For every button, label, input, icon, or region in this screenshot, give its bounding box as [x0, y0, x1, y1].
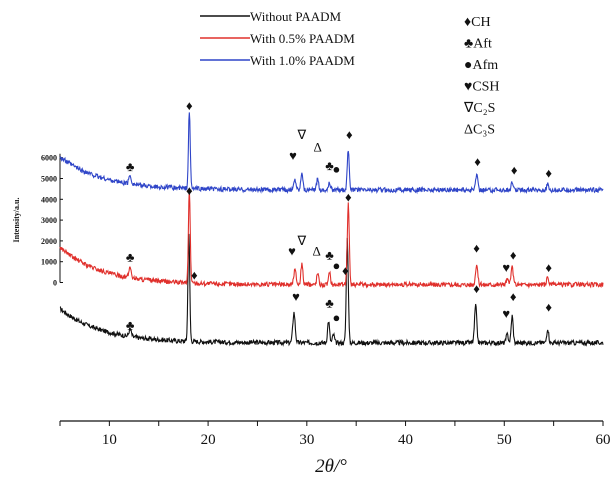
phase-legend-entry: ΔC₃S — [464, 123, 495, 138]
phase-marker: ● — [333, 161, 341, 176]
x-tick-label: 20 — [201, 432, 216, 448]
phase-marker: ♦ — [191, 267, 198, 282]
y-axis-label: Intensity/a.u. — [12, 198, 21, 243]
series-traces — [59, 112, 604, 347]
phase-label: Aft — [473, 37, 492, 52]
phase-marker: ● — [333, 258, 341, 273]
phase-label: CSH — [472, 80, 499, 95]
legend-entry: With 0.5% PAADM — [250, 31, 355, 46]
phase-markers: ♣♦♥ ♣●♦♦♥♦♦♣♦♥∇Δ ♣●♦♦♥♦♦♣♦♥∇Δ♣●♦♦♦ ♦ — [126, 98, 553, 332]
phase-marker: ♦ — [186, 183, 193, 198]
phase-marker: ♦ — [545, 300, 552, 315]
phase-symbol: ● — [464, 58, 472, 73]
y-tick-label: 5000 — [41, 175, 57, 184]
phase-marker: ♣ — [325, 248, 334, 263]
x-tick-label: 50 — [497, 432, 512, 448]
phase-legend-entry: ♦CH — [464, 15, 491, 30]
y-tick-label: 6000 — [41, 154, 57, 163]
x-axis: 2θ/° 10 20 30 40 50 60 — [59, 420, 611, 477]
phase-marker: ♣ — [126, 159, 135, 174]
phase-marker: ♣ — [126, 250, 135, 265]
phase-marker: ∇ — [297, 233, 307, 248]
phase-symbol: Δ — [464, 123, 473, 138]
x-axis-label: 2θ/° — [315, 456, 347, 477]
phase-marker: ♣ — [126, 317, 135, 332]
series-line — [59, 112, 604, 195]
phase-legend-entry: ♥CSH — [464, 80, 500, 95]
phase-legend-entry: ●Afm — [464, 58, 498, 73]
y-tick-label: 4000 — [41, 195, 57, 204]
y-tick-label: 0 — [53, 279, 57, 288]
phase-marker: ♥ — [502, 306, 510, 321]
phase-marker: ♦ — [473, 240, 480, 255]
phase-label: C₂S — [473, 101, 495, 116]
phase-symbol: ♥ — [464, 80, 472, 95]
y-tick-label: 3000 — [41, 216, 57, 225]
phase-marker: ♥ — [502, 260, 510, 275]
phase-symbol: ♣ — [464, 37, 473, 52]
phase-legend-entry: ∇C₂S — [463, 101, 495, 116]
x-tick-label: 10 — [102, 432, 117, 448]
phase-marker: Δ — [313, 243, 321, 258]
phase-legend-entry: ♣Aft — [464, 37, 492, 52]
phase-marker: ♦ — [474, 154, 481, 169]
phase-marker: ∇ — [297, 127, 307, 142]
phase-label: Afm — [472, 58, 498, 73]
phase-marker: ● — [333, 310, 341, 325]
y-tick-label: 2000 — [41, 237, 57, 246]
phase-label: C₃S — [473, 123, 495, 138]
phase-marker: ♥ — [288, 243, 296, 258]
phase-marker: ♦ — [345, 189, 352, 204]
series-legend: Without PAADM With 0.5% PAADM With 1.0% PA… — [200, 9, 355, 68]
phase-label: CH — [471, 15, 490, 30]
y-tick-label: 1000 — [41, 258, 57, 267]
x-tick-label: 60 — [596, 432, 611, 448]
phase-marker: ♥ — [289, 148, 297, 163]
phase-marker: ♦ — [473, 281, 480, 296]
phase-symbol: ∇ — [463, 101, 474, 116]
x-tick-label: 30 — [299, 432, 314, 448]
phase-marker: ♦ — [510, 289, 517, 304]
phase-marker: ♦ — [545, 165, 552, 180]
phase-marker: ♦ — [545, 260, 552, 275]
phase-marker: ♣ — [325, 295, 334, 310]
phase-marker: Δ — [313, 139, 321, 154]
phase-marker: ♦ — [346, 127, 353, 142]
phase-symbol: ♦ — [464, 15, 471, 30]
x-tick-label: 40 — [398, 432, 413, 448]
legend-entry: With 1.0% PAADM — [250, 53, 355, 68]
legend-entry: Without PAADM — [250, 9, 342, 24]
series-line — [59, 189, 604, 289]
phase-marker: ♥ — [292, 289, 300, 304]
y-axis: Intensity/a.u. 0 1000 2000 3000 4000 5000 6000 — [12, 153, 63, 288]
phase-marker: ♣ — [325, 158, 334, 173]
phase-marker: ♦ — [342, 263, 349, 278]
phase-marker: ♦ — [511, 162, 518, 177]
phase-marker: ♦ — [186, 98, 193, 113]
series-line — [59, 233, 604, 347]
phase-marker: ♦ — [510, 248, 517, 263]
